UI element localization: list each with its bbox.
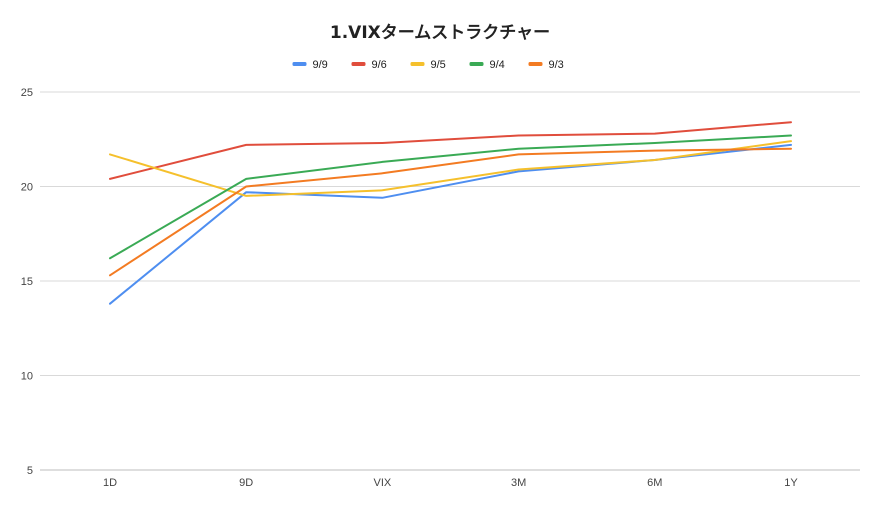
legend-item[interactable]: 9/5 bbox=[410, 59, 446, 71]
legend-swatch bbox=[292, 62, 307, 66]
y-tick-label: 25 bbox=[21, 87, 33, 99]
x-tick-label: 1D bbox=[103, 477, 117, 489]
legend-swatch bbox=[528, 62, 543, 66]
y-tick-label: 15 bbox=[21, 276, 33, 288]
gridlines bbox=[40, 91, 860, 471]
series-line-9-4 bbox=[109, 134, 792, 260]
y-tick-label: 5 bbox=[27, 465, 33, 477]
series-line-9-3 bbox=[109, 147, 792, 277]
legend-item[interactable]: 9/3 bbox=[528, 59, 564, 71]
y-axis-ticks: 5 10 15 20 25 bbox=[21, 87, 33, 477]
legend-item[interactable]: 9/9 bbox=[292, 59, 328, 71]
series-line-9-9 bbox=[109, 143, 792, 305]
chart-title: 1.VIXタームストラクチャー bbox=[330, 23, 550, 43]
y-tick-label: 20 bbox=[21, 182, 33, 194]
x-tick-label: 3M bbox=[511, 477, 526, 489]
series-lines bbox=[109, 121, 792, 305]
legend-swatch bbox=[410, 62, 425, 66]
x-tick-label: 9D bbox=[239, 477, 253, 489]
legend-item[interactable]: 9/4 bbox=[469, 59, 505, 71]
legend-label: 9/9 bbox=[313, 59, 328, 71]
x-tick-label: 6M bbox=[647, 477, 662, 489]
chart-legend: 9/9 9/6 9/5 9/4 9/3 bbox=[292, 59, 564, 71]
y-tick-label: 10 bbox=[21, 371, 33, 383]
legend-label: 9/4 bbox=[490, 59, 505, 71]
series-line-9-6 bbox=[109, 121, 792, 180]
legend-label: 9/6 bbox=[372, 59, 387, 71]
legend-swatch bbox=[469, 62, 484, 66]
legend-swatch bbox=[351, 62, 366, 66]
series-line-9-5 bbox=[109, 140, 792, 197]
x-axis-ticks: 1D 9D VIX 3M 6M 1Y bbox=[103, 477, 798, 489]
x-tick-label: VIX bbox=[374, 477, 392, 489]
x-tick-label: 1Y bbox=[784, 477, 798, 489]
legend-label: 9/3 bbox=[549, 59, 564, 71]
legend-item[interactable]: 9/6 bbox=[351, 59, 387, 71]
legend-label: 9/5 bbox=[431, 59, 446, 71]
